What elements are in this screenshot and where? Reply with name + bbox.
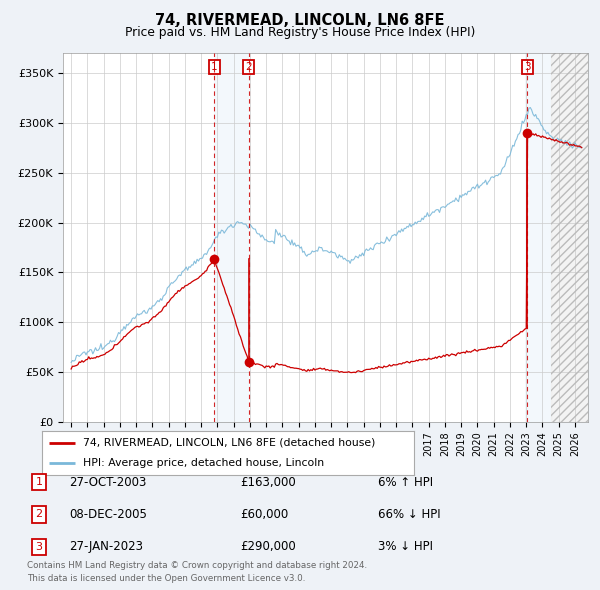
Text: HPI: Average price, detached house, Lincoln: HPI: Average price, detached house, Linc… [83, 458, 324, 468]
Text: £60,000: £60,000 [240, 508, 288, 521]
Text: 08-DEC-2005: 08-DEC-2005 [69, 508, 147, 521]
Bar [551, 53, 588, 422]
Text: 6% ↑ HPI: 6% ↑ HPI [378, 476, 433, 489]
Bar [214, 53, 249, 422]
Text: £163,000: £163,000 [240, 476, 296, 489]
Text: 2: 2 [245, 62, 252, 72]
Text: 3% ↓ HPI: 3% ↓ HPI [378, 540, 433, 553]
Text: £290,000: £290,000 [240, 540, 296, 553]
Text: 27-JAN-2023: 27-JAN-2023 [69, 540, 143, 553]
Text: 74, RIVERMEAD, LINCOLN, LN6 8FE: 74, RIVERMEAD, LINCOLN, LN6 8FE [155, 13, 445, 28]
Text: 3: 3 [524, 62, 530, 72]
Text: 1: 1 [35, 477, 43, 487]
Text: 2: 2 [35, 510, 43, 519]
Text: 1: 1 [211, 62, 218, 72]
Text: 27-OCT-2003: 27-OCT-2003 [69, 476, 146, 489]
Bar [551, 53, 588, 422]
Text: Contains HM Land Registry data © Crown copyright and database right 2024.
This d: Contains HM Land Registry data © Crown c… [27, 562, 367, 583]
Bar [525, 53, 551, 422]
Text: Price paid vs. HM Land Registry's House Price Index (HPI): Price paid vs. HM Land Registry's House … [125, 26, 475, 39]
Text: 66% ↓ HPI: 66% ↓ HPI [378, 508, 440, 521]
Text: 3: 3 [35, 542, 43, 552]
Text: 74, RIVERMEAD, LINCOLN, LN6 8FE (detached house): 74, RIVERMEAD, LINCOLN, LN6 8FE (detache… [83, 438, 375, 448]
